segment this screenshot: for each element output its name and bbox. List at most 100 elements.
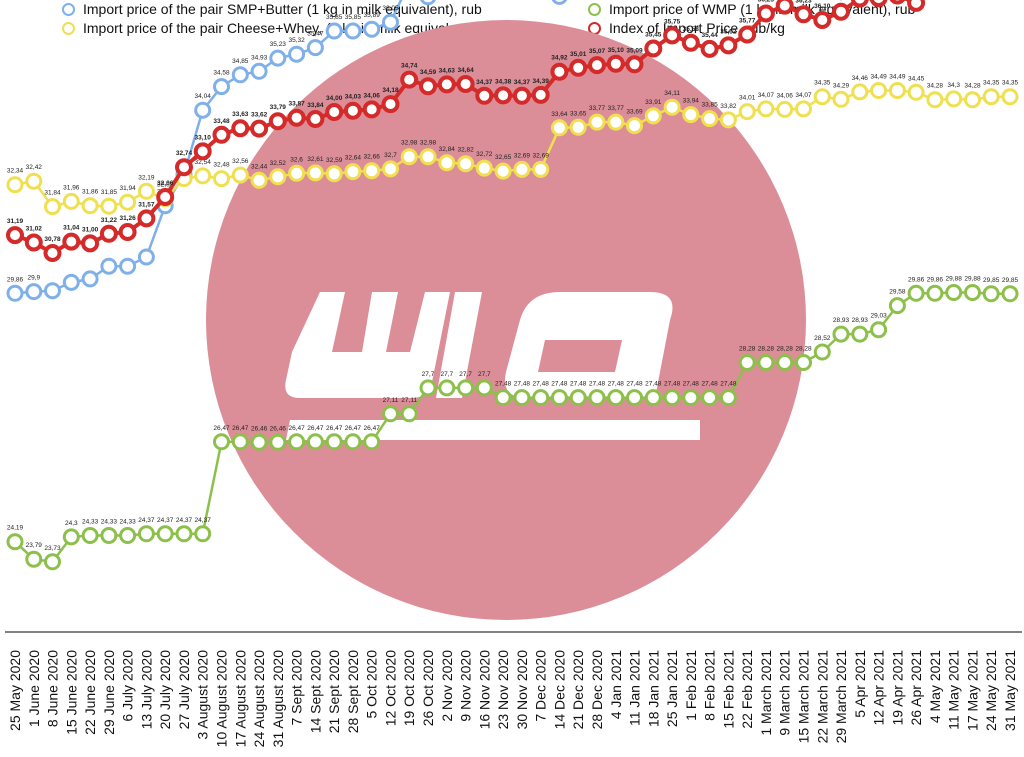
data-point xyxy=(701,110,719,128)
data-point xyxy=(625,55,644,74)
data-point xyxy=(494,162,512,180)
x-tick-label: 1 Feb 2021 xyxy=(683,650,699,721)
x-tick-label: 31 May 2021 xyxy=(1002,650,1018,731)
x-tick-label: 17 May 2021 xyxy=(964,650,980,731)
data-point xyxy=(532,389,550,407)
data-label: 26,47 xyxy=(326,425,343,432)
data-label: 29,88 xyxy=(946,276,963,283)
data-label: 32,69 xyxy=(514,152,531,159)
x-tick-label: 9 Nov 2020 xyxy=(458,650,474,722)
data-point xyxy=(776,354,794,371)
data-point xyxy=(869,0,888,8)
data-point xyxy=(907,0,926,12)
data-label: 28,93 xyxy=(833,317,850,324)
data-point xyxy=(381,95,400,114)
data-point xyxy=(644,39,663,58)
data-point xyxy=(588,56,606,75)
x-tick-label: 12 Oct 2020 xyxy=(382,650,398,726)
data-label: 35,47 xyxy=(307,31,324,38)
data-label: 29,86 xyxy=(927,276,944,283)
data-point xyxy=(475,159,493,177)
data-point xyxy=(306,433,324,451)
data-label: 36,05 xyxy=(382,5,399,12)
data-point xyxy=(100,257,118,275)
data-label: 33,63 xyxy=(232,111,249,118)
data-label: 34,58 xyxy=(213,70,230,77)
data-point xyxy=(250,433,268,451)
x-tick-label: 17 August 2020 xyxy=(232,650,248,748)
data-label: 29,9 xyxy=(27,275,40,282)
x-tick-label: 3 August 2020 xyxy=(195,650,211,740)
data-label: 34,06 xyxy=(777,92,794,99)
x-tick-label: 6 July 2020 xyxy=(120,650,136,722)
data-label: 32,74 xyxy=(176,150,193,157)
data-point xyxy=(494,86,513,105)
data-label: 28,28 xyxy=(739,346,756,353)
data-label: 32,6 xyxy=(290,156,303,163)
x-tick-label: 13 July 2020 xyxy=(138,650,154,730)
data-label: 30,78 xyxy=(44,236,61,243)
data-point xyxy=(644,107,662,125)
x-tick-label: 11 Jan 2021 xyxy=(627,650,643,726)
x-tick-label: 4 Jan 2021 xyxy=(608,650,624,719)
data-label: 32,84 xyxy=(439,146,456,153)
data-point xyxy=(1001,285,1019,303)
x-tick-label: 19 Apr 2021 xyxy=(889,650,905,726)
data-point xyxy=(644,389,662,407)
data-label: 33,82 xyxy=(720,103,737,110)
data-label: 34,11 xyxy=(664,90,680,97)
data-point xyxy=(607,113,625,131)
data-point xyxy=(325,165,343,183)
data-label: 31,22 xyxy=(101,217,118,224)
data-point xyxy=(288,45,306,63)
data-point xyxy=(44,553,61,571)
data-label: 31,02 xyxy=(26,226,43,233)
data-label: 32,59 xyxy=(326,157,343,164)
data-point xyxy=(438,154,456,172)
data-label: 32,65 xyxy=(495,154,512,161)
data-label: 29,86 xyxy=(908,276,925,283)
x-tick-label: 22 March 2021 xyxy=(814,650,830,744)
data-point xyxy=(813,343,831,361)
x-tick-label: 15 June 2020 xyxy=(63,650,79,735)
data-point xyxy=(719,389,737,407)
data-label: 32,64 xyxy=(345,155,362,162)
data-point xyxy=(100,527,118,544)
x-tick-label: 22 June 2020 xyxy=(82,650,98,735)
data-point xyxy=(626,117,643,135)
data-point xyxy=(6,226,24,245)
x-tick-label: 25 May 2020 xyxy=(7,650,23,731)
data-label: 33,69 xyxy=(626,109,643,116)
data-label: 28,28 xyxy=(795,346,812,353)
data-point xyxy=(25,172,43,190)
data-label: 35,23 xyxy=(270,41,287,48)
data-point xyxy=(269,168,287,186)
data-label: 26,46 xyxy=(270,425,287,432)
data-point xyxy=(606,54,625,73)
data-label: 36,29 xyxy=(833,0,850,2)
data-label: 34,39 xyxy=(533,78,550,85)
data-label: 36,10 xyxy=(814,3,831,10)
data-point xyxy=(551,0,568,5)
data-point xyxy=(870,321,888,339)
data-point xyxy=(119,257,137,275)
data-label: 23,79 xyxy=(26,542,43,549)
data-label: 24,37 xyxy=(195,517,212,524)
data-label: 32,7 xyxy=(384,152,397,159)
x-tick-label: 26 Apr 2021 xyxy=(908,650,924,726)
data-label: 33,62 xyxy=(251,112,268,119)
data-label: 35,45 xyxy=(645,32,662,39)
data-point xyxy=(6,176,24,194)
data-label: 34,37 xyxy=(514,79,531,86)
data-label: 32,02 xyxy=(157,182,174,189)
data-point xyxy=(550,62,569,81)
x-tick-label: 16 Nov 2020 xyxy=(476,650,492,730)
data-label: 34,07 xyxy=(758,92,775,99)
x-tick-label: 12 Apr 2021 xyxy=(871,650,887,726)
data-point xyxy=(250,119,269,138)
data-point xyxy=(419,77,437,96)
x-tick-label: 24 May 2021 xyxy=(983,650,999,731)
data-point xyxy=(738,354,756,371)
